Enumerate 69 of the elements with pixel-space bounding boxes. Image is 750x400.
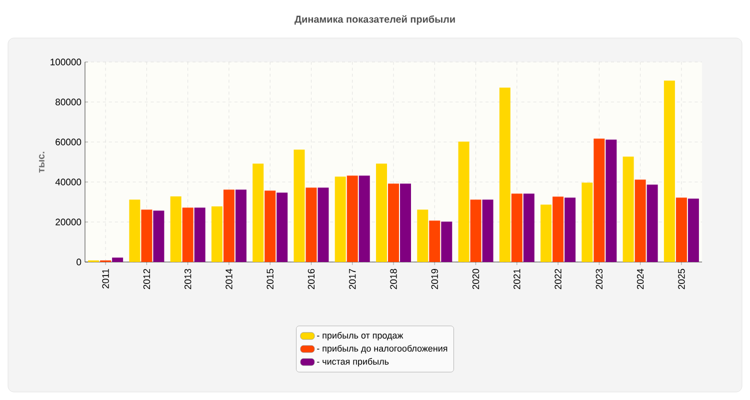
bar	[235, 190, 246, 262]
bar	[688, 198, 699, 262]
x-tick-label: 2017	[349, 268, 356, 290]
bar	[112, 258, 124, 262]
chart-title: Динамика показателей прибыли	[294, 15, 455, 25]
y-axis-title: тыс.	[39, 152, 44, 173]
bar	[276, 192, 288, 262]
bar	[458, 142, 470, 262]
x-tick-label: 2024	[636, 268, 644, 290]
x-tick-label: 2021	[514, 268, 520, 290]
bar	[294, 150, 305, 262]
y-tick-label: 40000	[55, 178, 82, 186]
bar	[646, 184, 658, 262]
y-tick-label: 80000	[56, 98, 82, 106]
bar	[676, 198, 687, 262]
y-tick-label: 60000	[56, 138, 82, 146]
bar	[594, 138, 605, 262]
bar	[141, 210, 152, 262]
bar	[264, 190, 276, 262]
bar	[606, 140, 617, 262]
bar	[622, 156, 634, 262]
bar	[470, 200, 482, 262]
x-tick-label: 2020	[472, 268, 480, 290]
x-tick-label: 2011	[102, 268, 109, 288]
bar	[664, 80, 675, 262]
x-tick-label: 2019	[431, 268, 438, 290]
bar	[552, 196, 564, 262]
x-tick-label: 2012	[143, 268, 150, 290]
bar	[540, 204, 552, 262]
bar	[582, 182, 593, 262]
x-tick-label: 2023	[596, 268, 603, 290]
x-tick-label: 2016	[308, 268, 315, 290]
bar	[429, 220, 440, 262]
x-tick-label: 2018	[390, 268, 397, 290]
legend-label: - прибыль до налогообложения	[317, 344, 448, 354]
x-tick-label: 2022	[554, 268, 562, 290]
bar	[499, 88, 510, 262]
x-tick-label: 2014	[226, 268, 232, 290]
bar	[511, 194, 522, 262]
bar	[194, 208, 206, 262]
bar	[334, 176, 346, 262]
bar	[223, 190, 234, 262]
legend-label: - прибыль от продаж	[317, 332, 404, 340]
y-tick-label: 20000	[56, 218, 82, 226]
bar	[211, 206, 222, 262]
bar	[318, 188, 329, 262]
x-tick-label: 2015	[266, 268, 274, 290]
x-tick-label: 2013	[184, 268, 192, 290]
bar	[388, 184, 400, 262]
bar	[376, 164, 388, 262]
bar	[170, 196, 182, 262]
bar	[417, 210, 428, 262]
bar	[482, 200, 494, 262]
bar	[252, 164, 264, 262]
bar	[400, 184, 412, 262]
bar	[441, 222, 452, 262]
x-tick-label: 2025	[678, 268, 685, 290]
bar	[634, 180, 646, 262]
bar	[129, 200, 140, 262]
bar	[306, 188, 317, 262]
bar	[182, 208, 194, 262]
bar	[523, 194, 534, 262]
bar	[153, 210, 164, 262]
y-tick-label: 100000	[50, 58, 82, 66]
bar	[346, 176, 358, 262]
legend-label: - чистая прибыль	[317, 358, 389, 366]
bar	[358, 176, 370, 262]
y-tick-label: 0	[76, 258, 82, 266]
bar	[564, 198, 576, 262]
